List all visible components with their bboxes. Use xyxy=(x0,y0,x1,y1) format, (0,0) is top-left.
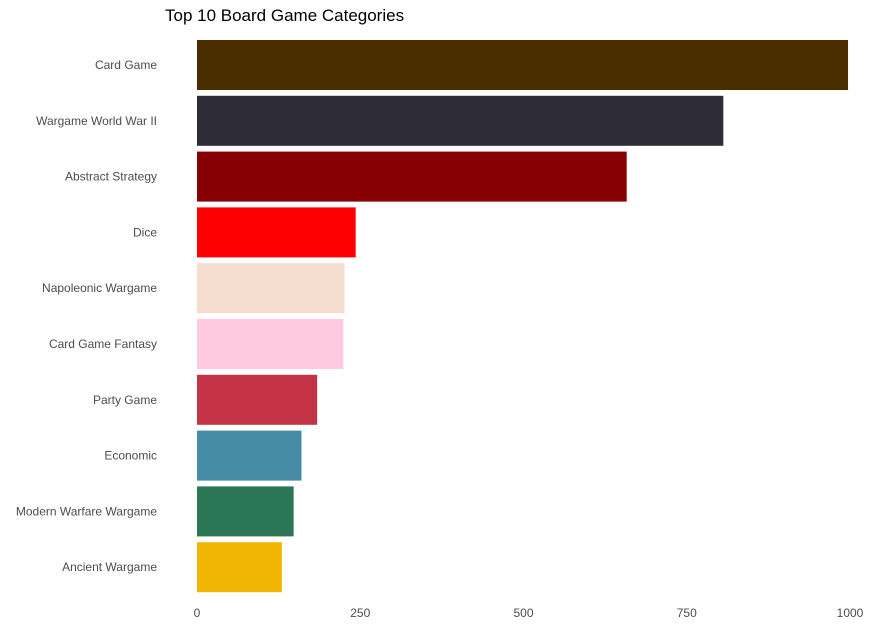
bar-economic xyxy=(197,430,302,481)
chart-title: Top 10 Board Game Categories xyxy=(165,6,405,25)
bar-card-game-fantasy xyxy=(197,319,344,369)
x-tick-label: 1000 xyxy=(837,606,864,620)
category-label: Abstract Strategy xyxy=(65,170,157,184)
category-label: Party Game xyxy=(93,393,157,407)
x-tick-label: 750 xyxy=(677,606,697,620)
bar-dice xyxy=(197,207,356,258)
bar-ancient-wargame xyxy=(197,542,282,593)
x-tick-label: 500 xyxy=(513,606,533,620)
category-label: Ancient Wargame xyxy=(62,560,157,574)
category-label: Wargame World War II xyxy=(36,114,157,128)
x-tick-label: 0 xyxy=(194,606,201,620)
bar-napoleonic-wargame xyxy=(197,263,345,314)
bar-modern-warfare-wargame xyxy=(197,486,294,537)
bar-wargame-world-war-ii xyxy=(197,95,724,146)
x-tick-label: 250 xyxy=(350,606,370,620)
category-label: Napoleonic Wargame xyxy=(42,281,157,295)
category-label: Card Game xyxy=(95,58,157,72)
bar-abstract-strategy xyxy=(197,151,627,202)
category-label: Modern Warfare Wargame xyxy=(16,504,157,518)
category-label: Economic xyxy=(104,449,157,463)
bar-party-game xyxy=(197,374,318,425)
category-label: Card Game Fantasy xyxy=(49,337,157,351)
bar-card-game xyxy=(197,40,849,90)
category-label: Dice xyxy=(133,225,157,239)
